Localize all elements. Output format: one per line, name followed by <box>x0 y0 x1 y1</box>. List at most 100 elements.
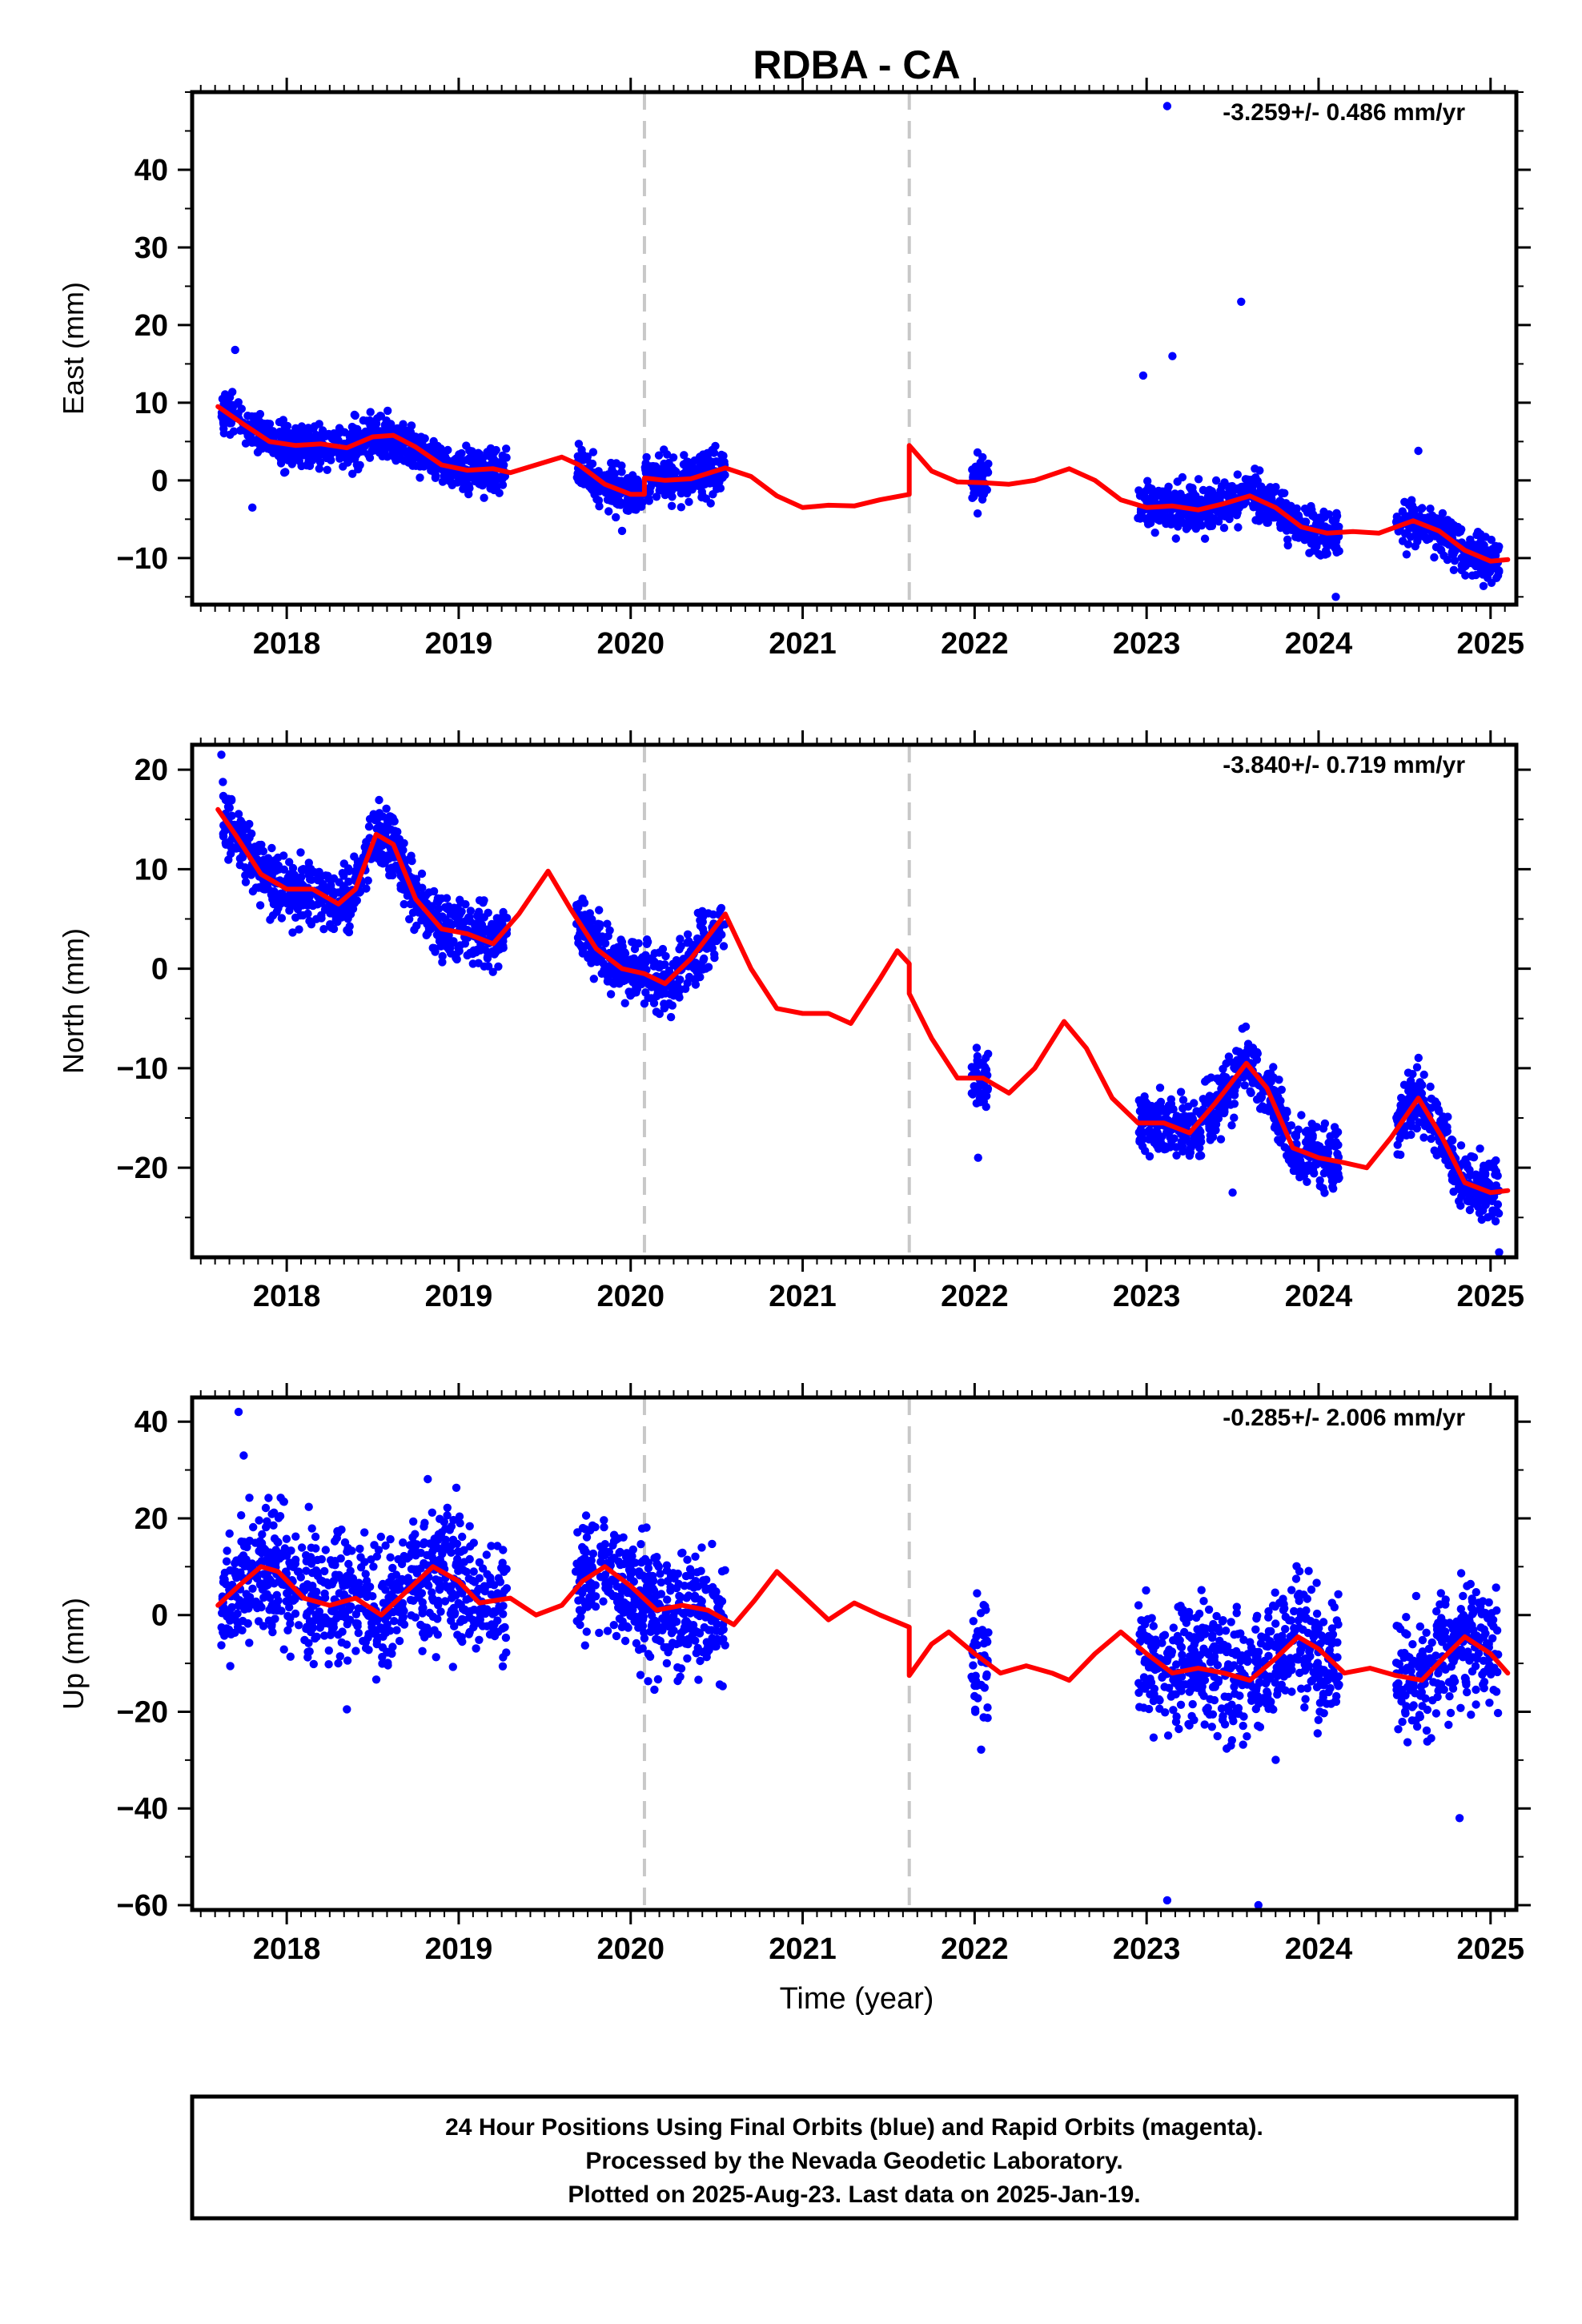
east-data-point <box>1217 482 1227 491</box>
east-rate-label: -3.259+/- 0.486 mm/yr <box>1223 99 1465 126</box>
east-data-point <box>669 453 678 462</box>
east-x-tick-label: 2020 <box>596 627 665 661</box>
north-data-point <box>382 804 391 813</box>
north-data-point <box>365 814 375 823</box>
north-data-point <box>279 851 288 860</box>
north-data-point <box>1325 1168 1334 1177</box>
north-data-point <box>434 897 443 907</box>
north-data-point <box>438 958 447 967</box>
east-data-point <box>1410 505 1419 514</box>
east-data-point <box>502 444 511 453</box>
north-data-point <box>259 846 268 856</box>
north-data-point <box>428 902 437 911</box>
east-data-point <box>709 490 717 499</box>
east-data-point <box>502 453 511 462</box>
east-data-point <box>406 458 415 467</box>
north-data-point <box>387 863 396 872</box>
north-data-point <box>480 896 488 905</box>
east-data-point <box>425 460 434 470</box>
north-data-point <box>1291 1131 1299 1140</box>
north-data-point <box>321 904 330 913</box>
east-data-point <box>709 448 719 457</box>
north-data-point <box>582 911 592 920</box>
north-points <box>217 750 1504 1257</box>
east-data-point <box>1143 476 1152 485</box>
north-data-point <box>1199 1095 1208 1104</box>
north-data-point <box>1201 1077 1210 1086</box>
east-data-point <box>299 430 309 439</box>
east-data-point <box>418 438 427 448</box>
east-data-point <box>1178 472 1187 482</box>
up-data-point <box>307 1524 316 1533</box>
north-data-point <box>405 915 414 924</box>
east-data-point <box>396 454 405 464</box>
east-data-point <box>588 448 598 456</box>
east-data-point <box>363 450 373 459</box>
north-data-point <box>285 906 294 915</box>
east-data-point <box>630 497 639 506</box>
up-data-point <box>324 1660 333 1669</box>
north-data-point <box>1190 1099 1199 1108</box>
north-data-point <box>1307 1125 1317 1135</box>
east-data-point <box>372 414 382 423</box>
east-data-point <box>1197 521 1207 530</box>
north-data-point <box>329 874 339 883</box>
north-data-point <box>1157 1132 1166 1141</box>
north-data-point <box>1232 1047 1241 1055</box>
north-data-point <box>677 942 685 951</box>
north-data-point <box>288 928 297 937</box>
north-data-point <box>655 1009 664 1019</box>
north-data-point <box>495 945 504 954</box>
north-data-point <box>1333 1149 1342 1159</box>
north-data-point <box>1208 1132 1218 1142</box>
north-data-point <box>1315 1143 1324 1152</box>
east-data-point <box>681 489 690 497</box>
east-data-point <box>672 467 681 476</box>
north-data-point <box>429 887 439 896</box>
north-data-point <box>1301 1138 1311 1147</box>
north-data-point <box>1331 1142 1340 1151</box>
north-data-point <box>1412 1063 1422 1072</box>
east-data-point <box>344 454 353 464</box>
north-data-point <box>441 915 450 924</box>
east-data-point <box>1413 537 1422 546</box>
north-data-point <box>1145 1152 1154 1161</box>
north-data-point <box>442 894 452 903</box>
north-data-point <box>254 883 263 892</box>
north-data-point <box>1464 1190 1473 1199</box>
north-data-point <box>1312 1160 1321 1169</box>
east-data-point <box>1215 517 1223 526</box>
east-data-point <box>1415 512 1424 521</box>
east-data-point <box>1211 476 1221 485</box>
up-data-point <box>499 1610 508 1618</box>
north-data-point <box>1319 1124 1328 1133</box>
north-data-point <box>620 949 630 958</box>
north-data-point <box>498 912 507 922</box>
north-data-point <box>972 1043 982 1052</box>
east-data-point <box>1308 511 1317 521</box>
east-data-point <box>1255 503 1264 513</box>
east-data-point <box>1191 498 1200 507</box>
east-data-point <box>641 462 650 472</box>
north-data-point <box>378 841 387 850</box>
north-data-point <box>1240 1081 1249 1090</box>
east-data-point <box>1154 486 1163 496</box>
north-data-point <box>275 891 284 899</box>
north-data-point <box>431 947 440 956</box>
north-data-point <box>601 966 610 975</box>
north-data-point <box>375 795 383 805</box>
east-data-point <box>1302 534 1311 543</box>
east-data-point <box>617 468 626 476</box>
east-data-point <box>247 438 257 447</box>
east-data-point <box>1331 516 1340 525</box>
east-data-point <box>673 483 681 492</box>
north-data-point <box>670 983 680 992</box>
north-data-point <box>1170 1134 1178 1143</box>
north-data-point <box>219 792 228 801</box>
east-x-tick-label: 2024 <box>1285 627 1353 661</box>
east-data-point <box>1243 486 1252 495</box>
east-data-point <box>287 453 295 462</box>
east-data-point <box>1449 565 1459 574</box>
north-data-point <box>666 1012 676 1022</box>
north-data-point <box>1410 1082 1419 1091</box>
